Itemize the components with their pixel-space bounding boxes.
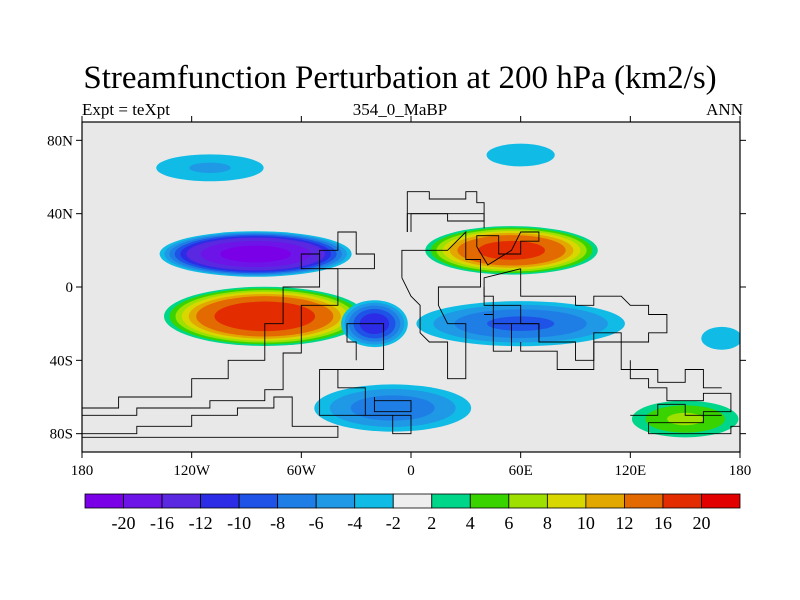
colorbar-swatch: [469, 493, 510, 509]
contour-band: [486, 143, 555, 167]
colorbar-label: 6: [504, 513, 513, 533]
x-tick-label: 180: [729, 463, 752, 479]
colorbar-swatch: [161, 493, 201, 509]
field-center-arctic-low: [486, 143, 555, 167]
case-label: 354_0_MaBP: [352, 100, 448, 119]
coastline: [401, 230, 481, 380]
coastline: [82, 396, 339, 438]
coastline: [82, 253, 339, 416]
colorbar-swatch: [546, 493, 587, 509]
y-tick-label: 40N: [47, 207, 73, 223]
x-tick-label: 0: [407, 463, 415, 479]
y-tick-label: 80S: [50, 427, 73, 443]
colorbar-label: 10: [577, 513, 595, 533]
field-center-southern-ocean-low: [314, 384, 472, 432]
contour-band: [701, 326, 740, 350]
coastline: [319, 323, 412, 435]
x-tick-label: 60E: [509, 463, 533, 479]
continent-outlines: [82, 191, 740, 438]
colorbar-swatch: [624, 493, 664, 509]
contour-band: [189, 162, 231, 174]
plot-title: Streamfunction Perturbation at 200 hPa (…: [83, 60, 717, 96]
y-tick-label: 40S: [50, 353, 73, 369]
colorbar-swatch: [238, 493, 279, 509]
colorbar-swatch: [354, 493, 394, 509]
longitude-axis: 180 120W 60W 0 60E 120E 180: [71, 116, 752, 479]
coastline: [373, 397, 412, 413]
colorbar-label: -10: [227, 513, 251, 533]
colorbar-label: 16: [654, 513, 672, 533]
coastline: [630, 403, 722, 416]
latitude-axis: 80N 40N 0 40S 80S: [47, 133, 746, 443]
x-tick-label: 180: [71, 463, 94, 479]
colorbar-label: 2: [427, 513, 436, 533]
colorbar-swatch: [84, 493, 124, 509]
colorbar-label: -2: [386, 513, 401, 533]
contour-band: [214, 301, 316, 332]
colorbar-swatch: [662, 493, 702, 509]
contour-band: [220, 245, 292, 263]
colorbar-swatch: [123, 493, 163, 509]
coastline: [406, 191, 485, 232]
colorbar-label: -16: [150, 513, 174, 533]
colorbar-label: 20: [692, 513, 710, 533]
field-center-eastern-pacific-low: [701, 326, 740, 350]
coastline: [629, 360, 740, 435]
colorbar-swatch: [200, 493, 240, 509]
colorbar-swatch: [431, 493, 471, 509]
colorbar-label: -6: [309, 513, 324, 533]
colorbar-label: -20: [112, 513, 136, 533]
field-center-north-pacific-low: [159, 231, 352, 277]
colorbar-swatch: [585, 493, 625, 509]
season-label: ANN: [706, 100, 743, 119]
x-tick-label: 120W: [173, 463, 211, 479]
colorbar: -20 -16 -12 -10 -8 -6 -4 -2 2 4 6 8 10 12 16 20: [84, 493, 741, 533]
colorbar-swatch: [508, 493, 548, 509]
coastline: [520, 341, 722, 389]
colorbar-swatch: [392, 493, 433, 509]
field-center-antarctic-high: [631, 400, 739, 438]
x-tick-label: 60W: [287, 463, 317, 479]
colorbar-label: -4: [347, 513, 362, 533]
x-tick-label: 120E: [614, 463, 646, 479]
coastline: [319, 231, 375, 270]
y-tick-label: 80N: [47, 133, 73, 149]
colorbar-label: -8: [270, 513, 285, 533]
y-tick-label: 0: [66, 280, 74, 296]
field-center-south-pacific-high: [164, 286, 366, 346]
coastline: [476, 231, 540, 266]
contour-band: [350, 395, 435, 421]
colorbar-swatch: [315, 493, 356, 509]
colorbar-swatch: [277, 493, 317, 509]
experiment-label: Expt = teXpt: [82, 100, 170, 119]
coastline: [511, 323, 540, 342]
colorbar-swatch: [701, 493, 741, 509]
colorbar-label: 12: [615, 513, 633, 533]
coastline: [406, 213, 485, 232]
colorbar-label: 8: [543, 513, 552, 533]
colorbar-label: -12: [189, 513, 213, 533]
contour-band: [667, 412, 704, 426]
field-center-high-north-low: [156, 154, 264, 182]
colorbar-label: 4: [466, 513, 475, 533]
